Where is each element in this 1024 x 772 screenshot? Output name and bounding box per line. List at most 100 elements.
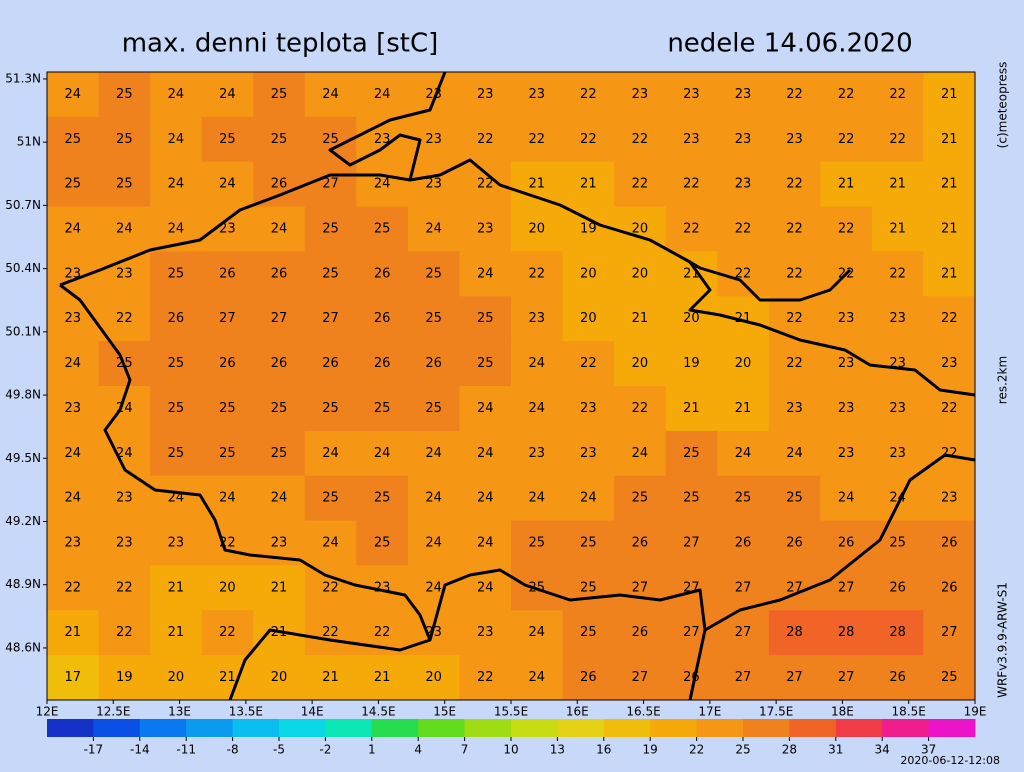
field-value: 28	[838, 625, 855, 640]
field-cell	[201, 610, 254, 656]
field-cell	[356, 161, 409, 208]
colorbar-bin	[789, 719, 837, 737]
field-cell	[407, 206, 460, 252]
field-cell	[614, 565, 667, 611]
field-cell	[665, 386, 718, 432]
field-cell	[253, 475, 306, 522]
field-value: 25	[374, 536, 391, 551]
field-cell	[820, 565, 873, 611]
field-value: 27	[786, 670, 803, 685]
colorbar-tick-label: 25	[735, 743, 750, 757]
field-cell	[665, 161, 718, 208]
field-cell	[717, 520, 770, 566]
field-cell	[201, 206, 254, 252]
field-cell	[562, 296, 615, 342]
field-cell	[459, 386, 512, 432]
field-cell	[253, 161, 306, 208]
field-cell	[768, 430, 821, 477]
field-cell	[459, 475, 512, 522]
lat-tick-label: 50.7N	[5, 198, 41, 212]
field-cell	[511, 520, 564, 566]
field-cell	[150, 72, 203, 118]
field-value: 24	[529, 670, 546, 685]
field-cell	[717, 296, 770, 342]
field-cell	[47, 430, 100, 477]
field-cell	[407, 475, 460, 522]
field-cell	[768, 655, 821, 701]
timestamp: 2020-06-12-12:08	[900, 754, 1000, 767]
field-value: 25	[271, 446, 288, 461]
field-cell	[871, 251, 924, 297]
colorbar-tick-label: 37	[921, 743, 936, 757]
field-cell	[768, 116, 821, 163]
lon-tick-label: 15.5E	[494, 705, 528, 719]
field-value: 25	[425, 311, 442, 326]
lat-tick-label: 49.5N	[5, 451, 41, 465]
field-cell	[511, 610, 564, 656]
field-cell	[614, 72, 667, 118]
lon-tick-label: 16E	[566, 705, 589, 719]
field-value: 25	[580, 625, 597, 640]
field-value: 24	[219, 491, 236, 506]
lon-tick-label: 14.5E	[361, 705, 395, 719]
lat-tick-label: 48.9N	[5, 577, 41, 591]
field-cell	[201, 430, 254, 477]
field-value: 25	[116, 132, 133, 147]
field-cell	[717, 655, 770, 701]
field-cell	[304, 475, 357, 522]
lon-tick-label: 18E	[831, 705, 854, 719]
field-value: 21	[529, 177, 546, 192]
field-cell	[820, 520, 873, 566]
field-value: 21	[838, 177, 855, 192]
field-cell	[562, 72, 615, 118]
lat-tick-label: 48.6N	[5, 640, 41, 654]
field-value: 22	[219, 625, 236, 640]
colorbar-tick-label: 34	[875, 743, 890, 757]
field-cell	[253, 430, 306, 477]
field-value: 27	[941, 625, 958, 640]
field-cell	[820, 116, 873, 163]
field-cell	[150, 341, 203, 387]
field-value: 22	[735, 222, 752, 237]
lat-tick-label: 50.4N	[5, 261, 41, 275]
field-cell	[47, 161, 100, 208]
field-cell	[356, 655, 409, 701]
field-cell	[47, 296, 100, 342]
field-value: 17	[65, 670, 82, 685]
field-value: 24	[322, 536, 339, 551]
field-cell	[356, 520, 409, 566]
field-cell	[304, 386, 357, 432]
field-value: 24	[477, 580, 494, 595]
lat-tick-label: 49.8N	[5, 388, 41, 402]
field-cell	[923, 341, 976, 387]
field-cell	[201, 296, 254, 342]
field-value: 26	[632, 625, 649, 640]
field-value: 20	[632, 266, 649, 281]
field-value: 26	[219, 266, 236, 281]
field-value: 23	[735, 87, 752, 102]
field-value: 24	[529, 625, 546, 640]
field-cell	[201, 565, 254, 611]
field-value: 24	[219, 87, 236, 102]
field-cell	[253, 72, 306, 118]
colorbar-bin	[232, 719, 280, 737]
field-cell	[665, 296, 718, 342]
field-value: 22	[838, 132, 855, 147]
field-cell	[923, 430, 976, 477]
field-value: 24	[477, 446, 494, 461]
field-value: 22	[735, 266, 752, 281]
field-value: 23	[735, 177, 752, 192]
field-value: 22	[786, 177, 803, 192]
field-value: 28	[889, 625, 906, 640]
field-value: 24	[168, 177, 185, 192]
field-value: 23	[529, 446, 546, 461]
field-value: 25	[941, 670, 958, 685]
colorbar-bin	[835, 719, 883, 737]
field-value: 27	[322, 311, 339, 326]
field-cell	[820, 341, 873, 387]
field-value: 26	[838, 536, 855, 551]
field-value: 21	[168, 580, 185, 595]
field-value: 23	[425, 132, 442, 147]
field-cell	[665, 116, 718, 163]
